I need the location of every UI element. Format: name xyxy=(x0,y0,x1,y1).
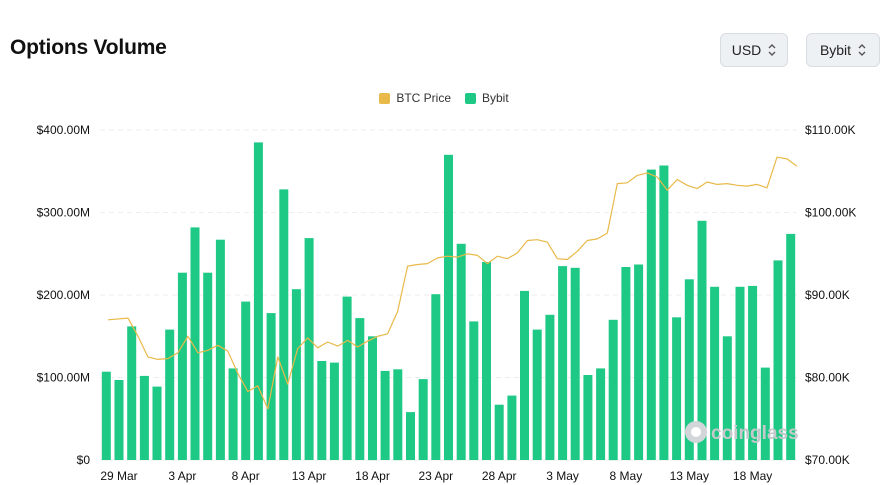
page-title: Options Volume xyxy=(10,36,167,59)
bybit-volume-bar[interactable] xyxy=(355,318,365,460)
legend-swatch-bybit xyxy=(465,92,476,104)
bybit-volume-bar[interactable] xyxy=(317,361,327,460)
bybit-volume-bar[interactable] xyxy=(304,238,314,460)
y-right-tick-label: $100.00K xyxy=(805,206,856,220)
currency-select-value: USD xyxy=(731,42,762,58)
bybit-volume-bar[interactable] xyxy=(101,371,111,460)
bybit-volume-bar[interactable] xyxy=(684,279,694,460)
bybit-volume-bar[interactable] xyxy=(368,336,377,461)
y-left-tick-label: $400.00M xyxy=(37,123,90,137)
bybit-volume-bar[interactable] xyxy=(722,336,732,461)
x-tick-label: 3 Apr xyxy=(168,469,196,483)
bybit-volume-bar[interactable] xyxy=(583,375,593,460)
bybit-volume-bar[interactable] xyxy=(444,154,453,461)
bybit-volume-bar[interactable] xyxy=(241,301,251,460)
bybit-volume-bar[interactable] xyxy=(532,329,542,460)
y-right-tick-label: $90.00K xyxy=(805,288,850,302)
bybit-volume-bar[interactable] xyxy=(456,243,466,460)
bybit-volume-bar[interactable] xyxy=(418,379,428,460)
exchange-select-value: Bybit xyxy=(819,42,852,58)
bybit-volume-bar[interactable] xyxy=(393,369,403,461)
x-tick-label: 13 May xyxy=(670,469,709,483)
y-right-tick-label: $70.00K xyxy=(805,453,850,467)
bybit-volume-bar[interactable] xyxy=(608,319,618,461)
bybit-volume-bar[interactable] xyxy=(266,313,276,460)
x-tick-label: 18 May xyxy=(733,469,772,483)
x-tick-label: 3 May xyxy=(546,469,579,483)
x-tick-label: 18 Apr xyxy=(355,469,390,483)
x-tick-label: 29 Mar xyxy=(100,469,137,483)
legend-item-btc-price[interactable]: BTC Price xyxy=(379,91,451,105)
x-tick-label: 23 Apr xyxy=(418,469,453,483)
y-left-tick-label: $200.00M xyxy=(37,288,90,302)
bybit-volume-bar[interactable] xyxy=(190,227,200,460)
chevron-up-down-icon xyxy=(768,43,776,57)
bybit-volume-bar[interactable] xyxy=(634,264,644,461)
bybit-volume-bar[interactable] xyxy=(177,272,187,460)
btc-price-line[interactable] xyxy=(107,156,798,410)
bybit-volume-bar[interactable] xyxy=(342,296,352,460)
y-left-tick-label: $100.00M xyxy=(37,371,90,385)
chart-legend: BTC Price Bybit xyxy=(0,91,888,105)
legend-label-bybit: Bybit xyxy=(482,91,509,105)
bybit-volume-bar[interactable] xyxy=(773,260,783,460)
bybit-volume-bar[interactable] xyxy=(165,329,175,460)
y-left-tick-label: $300.00M xyxy=(37,206,90,220)
bybit-volume-bar[interactable] xyxy=(748,285,758,460)
bybit-volume-bar[interactable] xyxy=(469,321,479,460)
bybit-volume-bar[interactable] xyxy=(152,386,162,460)
legend-swatch-btc-price xyxy=(379,92,391,104)
x-tick-label: 13 Apr xyxy=(292,469,327,483)
bybit-volume-bar[interactable] xyxy=(380,370,390,460)
bybit-volume-bar[interactable] xyxy=(545,314,555,460)
bybit-volume-bar[interactable] xyxy=(596,368,606,460)
bybit-volume-bar[interactable] xyxy=(558,266,568,460)
y-left-tick-label: $0 xyxy=(77,453,91,467)
bybit-volume-bar[interactable] xyxy=(329,362,339,460)
bybit-volume-bar[interactable] xyxy=(482,262,491,460)
bybit-volume-bar[interactable] xyxy=(494,404,504,460)
currency-select[interactable]: USD xyxy=(720,33,788,67)
chevron-up-down-icon xyxy=(858,43,866,57)
bybit-volume-bar[interactable] xyxy=(139,375,149,460)
bybit-volume-bar[interactable] xyxy=(672,317,682,460)
coinglass-logo-icon xyxy=(685,421,707,443)
bybit-volume-bar[interactable] xyxy=(697,220,707,461)
bybit-volume-bar[interactable] xyxy=(621,267,631,460)
exchange-select[interactable]: Bybit xyxy=(806,33,880,67)
x-tick-label: 8 Apr xyxy=(232,469,260,483)
y-right-tick-label: $80.00K xyxy=(805,371,850,385)
bybit-volume-bar[interactable] xyxy=(203,272,213,460)
bybit-volume-bar[interactable] xyxy=(507,395,517,460)
bybit-volume-bar[interactable] xyxy=(279,189,289,460)
bybit-volume-bar[interactable] xyxy=(786,233,796,460)
bybit-volume-bar[interactable] xyxy=(291,289,301,460)
y-right-tick-label: $110.00K xyxy=(805,123,856,137)
bybit-volume-bar[interactable] xyxy=(253,142,263,460)
bybit-volume-bar[interactable] xyxy=(570,267,580,460)
bybit-volume-bar[interactable] xyxy=(114,380,124,460)
legend-label-btc-price: BTC Price xyxy=(396,91,451,105)
bybit-volume-bar[interactable] xyxy=(760,367,770,460)
x-tick-label: 8 May xyxy=(610,469,643,483)
bybit-volume-bar[interactable] xyxy=(215,239,225,460)
bybit-volume-bar[interactable] xyxy=(646,169,656,460)
bybit-volume-bar[interactable] xyxy=(228,368,238,460)
bybit-volume-bar[interactable] xyxy=(710,286,720,461)
bybit-volume-bar[interactable] xyxy=(735,286,745,461)
legend-item-bybit[interactable]: Bybit xyxy=(465,91,509,105)
x-tick-label: 28 Apr xyxy=(482,469,517,483)
bybit-volume-bar[interactable] xyxy=(659,165,669,461)
bybit-volume-bar[interactable] xyxy=(406,412,415,460)
watermark-text: coinglass xyxy=(711,423,799,444)
bybit-volume-bar[interactable] xyxy=(127,326,137,460)
bybit-volume-bar[interactable] xyxy=(431,294,441,460)
bybit-volume-bar[interactable] xyxy=(520,290,529,460)
